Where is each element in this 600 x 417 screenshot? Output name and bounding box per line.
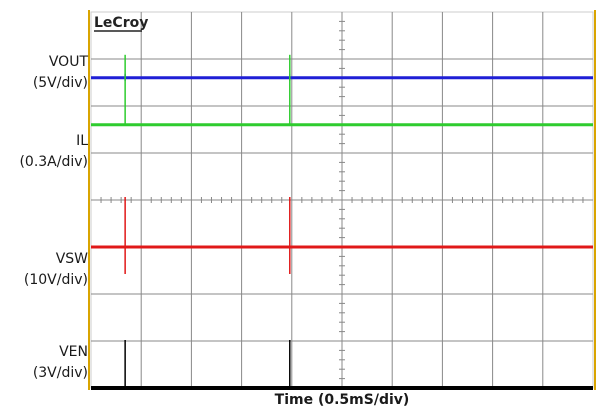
channel-scale-ven: (3V/div) xyxy=(32,365,88,381)
channel-scale-il: (0.3A/div) xyxy=(19,154,88,170)
label-vout: VOUT (5V/div) xyxy=(33,54,88,92)
label-il: IL (0.3A/div) xyxy=(19,133,88,171)
channel-name-il: IL xyxy=(76,133,88,149)
x-axis-label: Time (0.5mS/div) xyxy=(274,392,410,408)
brand-logo: LeCroy xyxy=(94,15,148,31)
channel-scale-vout: (5V/div) xyxy=(32,75,88,91)
channel-name-vout: VOUT xyxy=(48,54,88,70)
label-ven: VEN (3V/div) xyxy=(33,344,88,382)
label-vsw: VSW (10V/div) xyxy=(24,251,88,289)
channel-name-ven: VEN xyxy=(59,344,88,360)
channel-name-vsw: VSW xyxy=(55,251,88,267)
channel-scale-vsw: (10V/div) xyxy=(23,272,88,288)
